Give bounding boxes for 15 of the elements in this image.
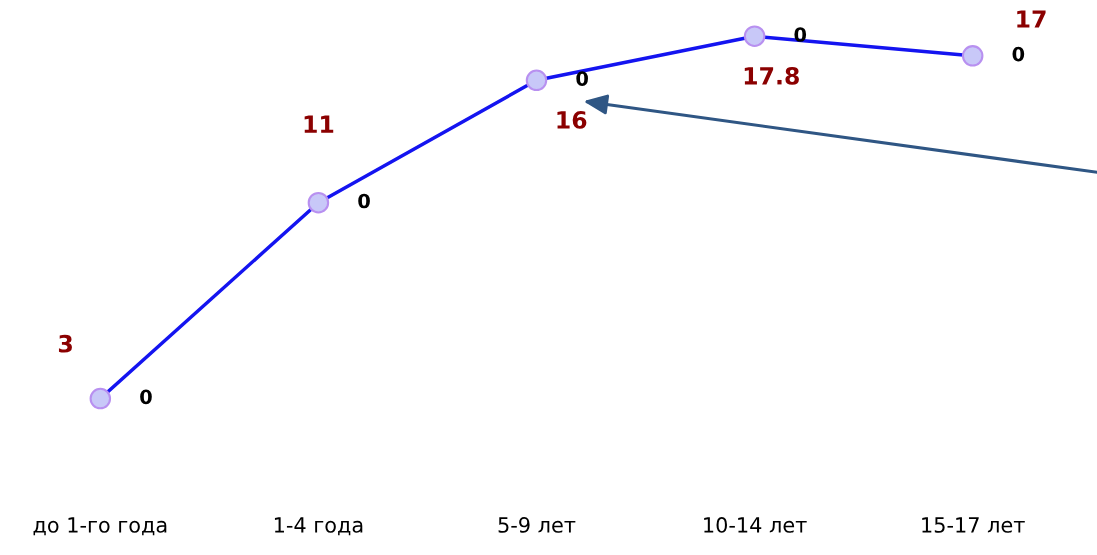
annotation: 0 (140, 389, 152, 405)
x-tick-label: 5-9 лет (498, 517, 576, 533)
x-tick-label: 1-4 года (274, 517, 363, 536)
annotation: 0 (794, 27, 807, 42)
data-label: 3 (58, 334, 72, 353)
data-label: 17.8 (744, 66, 799, 85)
annotation: 0 (358, 193, 370, 209)
data-label: 11 (304, 115, 334, 133)
x-tick-label: до 1-го года (33, 517, 167, 536)
x-tick-label: 10-14 лет (704, 517, 807, 533)
x-tick-label: 15-17 лет (922, 517, 1025, 533)
data-label: 16 (557, 110, 587, 129)
data-label: 17 (1017, 10, 1046, 28)
annotation: 0 (576, 71, 588, 86)
annotation: 0 (1012, 46, 1025, 62)
